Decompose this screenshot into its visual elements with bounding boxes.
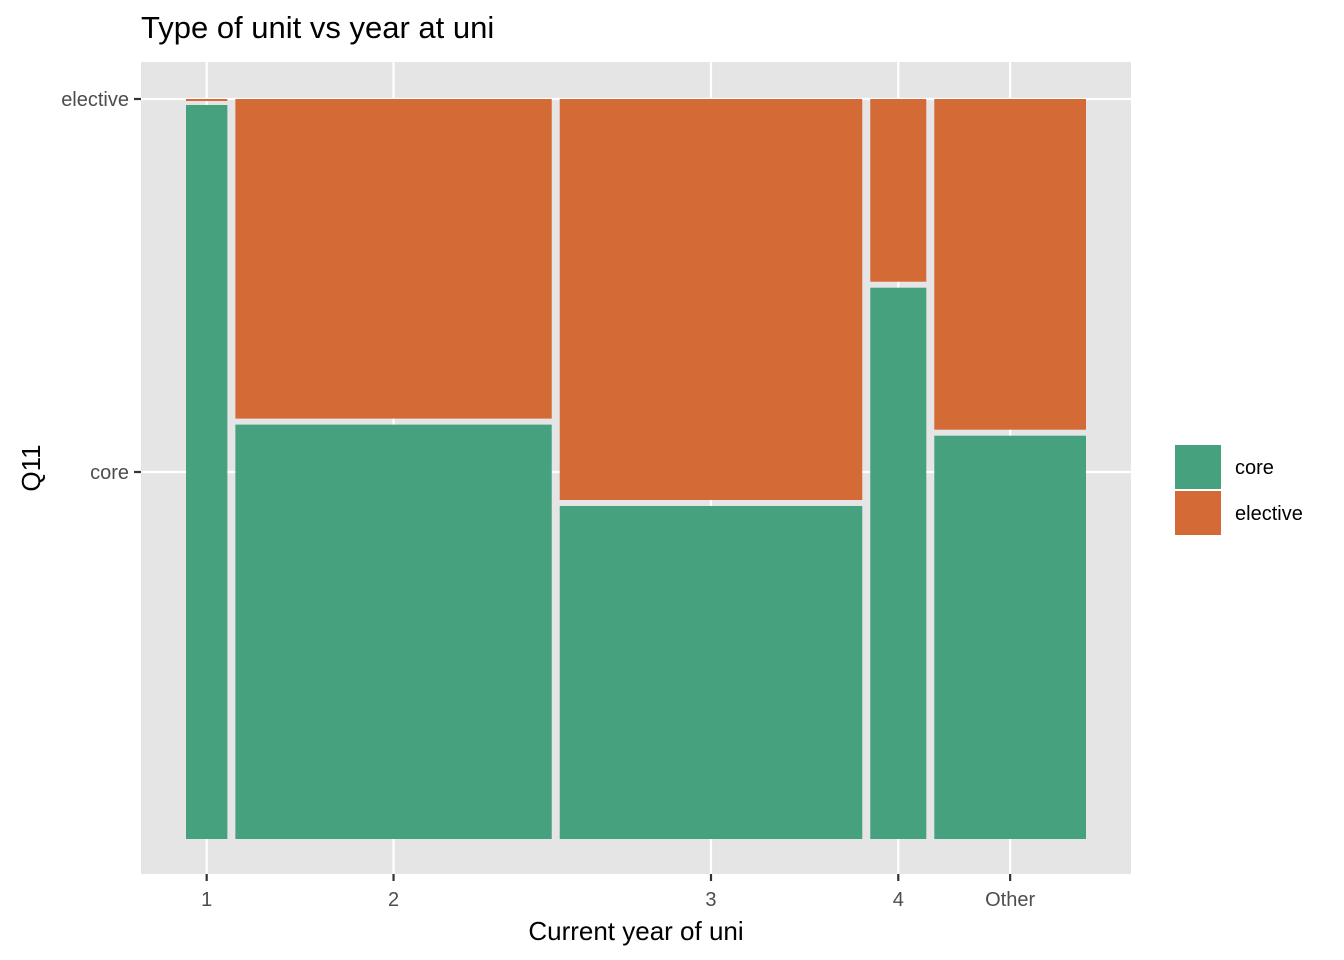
tile-elective-1 [186,99,228,101]
x-axis: 1 2 3 4 Other [201,874,1035,911]
tile-elective-Other [934,99,1086,430]
tile-core-Other [934,435,1086,839]
legend-swatch-core [1175,445,1221,489]
tile-elective-4 [870,99,927,282]
x-tick-label: 4 [893,889,904,911]
legend-swatch-elective [1175,491,1221,535]
legend: core elective [1175,444,1303,536]
x-tick-label: Other [985,889,1035,911]
tile-elective-2 [235,99,552,419]
y-tick-label: elective [61,89,129,111]
tile-core-3 [559,506,863,839]
x-tick-label: 2 [388,889,399,911]
tile-core-2 [235,424,552,839]
x-axis-title: Current year of uni [528,916,743,946]
tile-elective-3 [559,99,863,500]
mosaic-tiles [186,99,1086,839]
y-tick-label: core [90,462,129,484]
tile-core-1 [186,105,228,839]
tile-core-4 [870,287,927,839]
x-tick-label: 3 [705,889,716,911]
chart-title: Type of unit vs year at uni [141,10,494,45]
y-axis-title: Q11 [16,444,46,491]
legend-label-core: core [1235,457,1274,479]
legend-label-elective: elective [1235,503,1303,525]
y-axis: elective core [61,89,141,484]
x-tick-label: 1 [201,889,212,911]
